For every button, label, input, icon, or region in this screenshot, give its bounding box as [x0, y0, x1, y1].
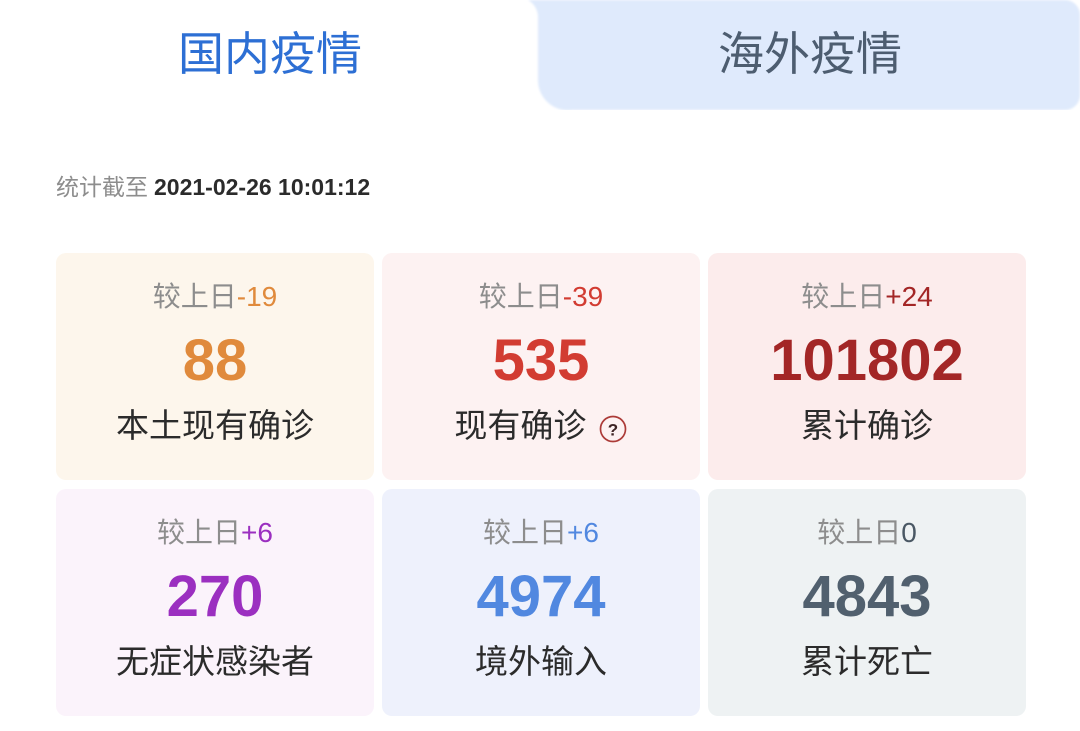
svg-text:?: ?: [607, 421, 617, 440]
